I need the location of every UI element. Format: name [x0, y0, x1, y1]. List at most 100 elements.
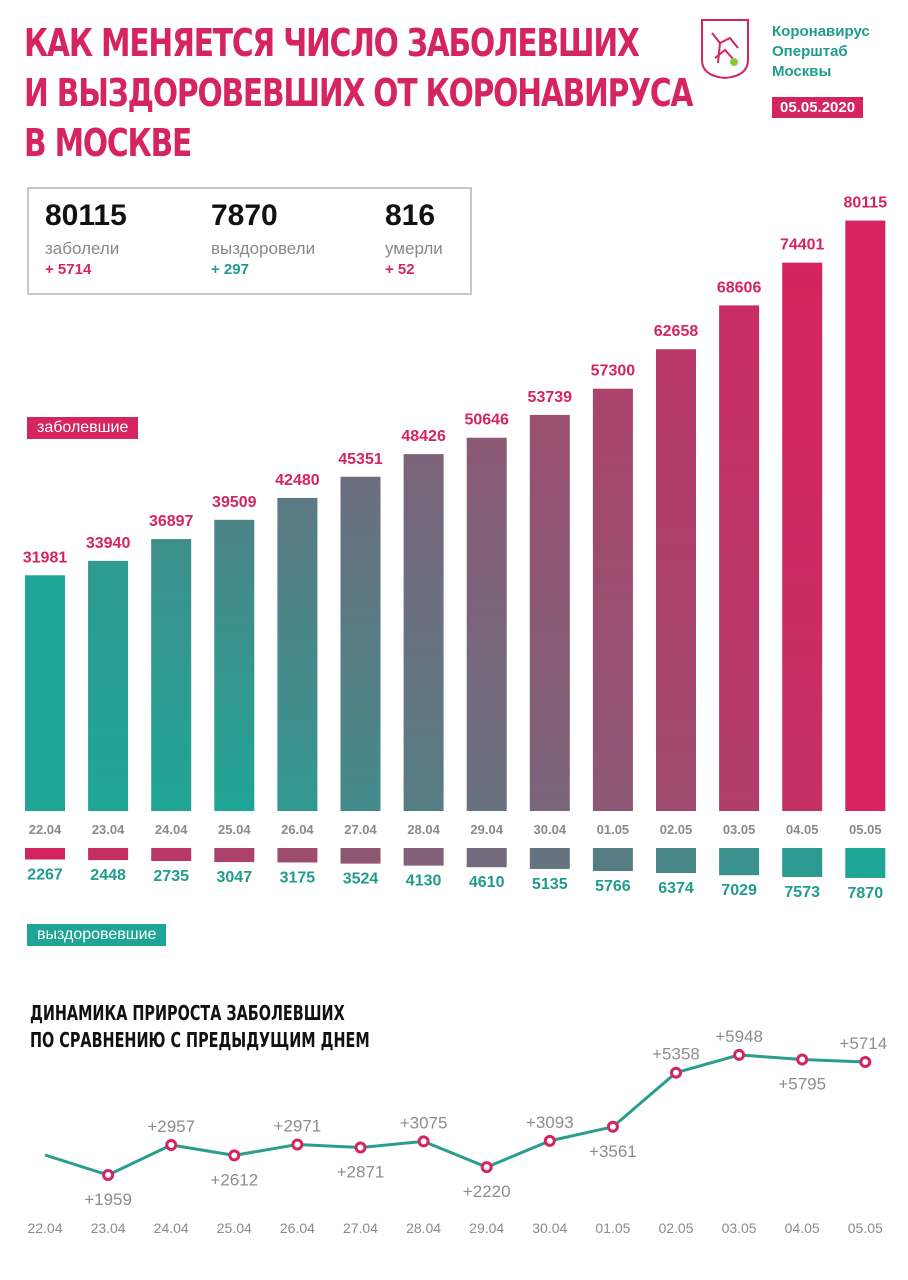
line-point: [291, 1138, 304, 1151]
bar-recovered: [151, 848, 192, 862]
bar-recovered: [782, 848, 823, 877]
bar-recovered: [277, 848, 318, 863]
bar-label-sick: 68606: [717, 279, 762, 296]
stat-delta: + 297: [211, 261, 249, 278]
bar-recovered: [529, 848, 570, 869]
stat-value: 816: [385, 199, 436, 232]
line-point-label: +2871: [337, 1163, 385, 1182]
bar-label-recovered: 2267: [27, 866, 63, 883]
line-point: [480, 1161, 493, 1174]
x-tick-label: 01.05: [597, 822, 630, 837]
moscow-coat-of-arms-icon: [701, 19, 749, 80]
bar-recovered: [25, 848, 65, 860]
org-line: Москвы: [772, 63, 832, 80]
x-tick-label: 30.04: [534, 822, 567, 837]
bar-label-sick: 45351: [338, 451, 383, 468]
title-line: КАК МЕНЯЕТСЯ ЧИСЛО ЗАБОЛЕВШИХ: [24, 21, 640, 65]
line-point-label: +2971: [274, 1117, 322, 1136]
line-point: [165, 1138, 178, 1151]
bar-sick: [845, 220, 886, 812]
x-tick-label: 01.05: [595, 1220, 630, 1236]
x-tick-label: 28.04: [406, 1220, 441, 1236]
stat-value: 80115: [45, 199, 127, 232]
x-tick-label: 05.05: [848, 1220, 883, 1236]
bar-label-sick: 62658: [654, 323, 699, 340]
bar-recovered: [214, 848, 255, 863]
bar-label-recovered: 7870: [848, 885, 884, 902]
bar-sick: [25, 575, 65, 811]
bar-label-recovered: 4610: [469, 874, 505, 891]
bar-label-sick: 53739: [528, 389, 573, 406]
x-tick-label: 02.05: [660, 822, 693, 837]
bar-sick: [340, 476, 381, 811]
bar-label-sick: 31981: [23, 549, 68, 566]
line-point: [859, 1055, 872, 1068]
x-tick-label: 23.04: [92, 822, 125, 837]
x-tick-label: 27.04: [344, 822, 377, 837]
x-tick-label: 25.04: [218, 822, 251, 837]
bar-sick: [403, 454, 444, 811]
stat-cases: 80115 заболели + 5714: [45, 199, 127, 278]
bar-label-recovered: 3524: [343, 871, 379, 888]
bar-sick: [782, 262, 823, 811]
x-tick-label: 04.05: [786, 822, 819, 837]
bar-recovered: [466, 848, 507, 868]
bar-sick: [214, 519, 255, 811]
bar-label-sick: 50646: [464, 412, 509, 429]
stat-label: выздоровели: [211, 239, 316, 258]
line-point: [606, 1120, 619, 1133]
x-tick-label: 26.04: [280, 1220, 315, 1236]
line-point: [417, 1135, 430, 1148]
bar-sick: [656, 349, 696, 811]
bar-recovered: [592, 848, 633, 872]
bar-label-recovered: 5135: [532, 876, 568, 893]
bar-label-recovered: 6374: [658, 880, 694, 897]
line-point-label: +2612: [210, 1170, 258, 1189]
bar-label-recovered: 7029: [721, 882, 757, 899]
bar-sick: [277, 497, 318, 811]
line-point-label: +3093: [526, 1113, 574, 1132]
bar-sick: [719, 305, 760, 811]
x-tick-label: 27.04: [343, 1220, 378, 1236]
stat-deaths: 816 умерли + 52: [385, 199, 443, 278]
x-tick-label: 03.05: [723, 822, 756, 837]
bar-label-recovered: 5766: [595, 878, 631, 895]
line-point-label: +3561: [589, 1142, 637, 1161]
line-point: [102, 1169, 115, 1181]
title-line: В МОСКВЕ: [24, 121, 192, 165]
line-point-label: +5795: [778, 1075, 826, 1094]
x-tick-label: 22.04: [27, 1220, 62, 1236]
bar-label-sick: 39509: [212, 494, 257, 511]
stat-recovered: 7870 выздоровели + 297: [211, 199, 315, 278]
line-point: [228, 1149, 241, 1162]
bar-label-recovered: 2448: [90, 867, 126, 884]
bar-recovered: [656, 848, 696, 874]
x-tick-label: 29.04: [469, 1220, 504, 1236]
bar-label-recovered: 2735: [153, 868, 189, 885]
x-tick-label: 29.04: [470, 822, 503, 837]
stats-box: 80115 заболели + 5714 7870 выздоровели +…: [27, 187, 472, 295]
x-tick-label: 25.04: [217, 1220, 252, 1236]
x-tick-label: 04.05: [785, 1220, 820, 1236]
x-tick-label: 26.04: [281, 822, 314, 837]
stat-value: 7870: [211, 199, 278, 232]
legend-sick: заболевшие: [27, 417, 139, 439]
bar-recovered: [403, 848, 444, 866]
bar-label-sick: 74401: [780, 237, 825, 254]
bar-sick: [466, 437, 507, 811]
line-point-label: +1959: [84, 1190, 132, 1209]
line-point-label: +3075: [400, 1113, 448, 1132]
bar-label-sick: 33940: [86, 535, 131, 552]
bar-label-sick: 57300: [591, 363, 636, 380]
stat-label: заболели: [45, 239, 120, 258]
bar-sick: [592, 388, 633, 811]
stat-delta: + 5714: [45, 261, 92, 278]
x-tick-label: 30.04: [532, 1220, 567, 1236]
line-point-label: +5358: [652, 1045, 700, 1064]
line-point-label: +5948: [715, 1027, 763, 1046]
line-point-label: +2220: [463, 1182, 511, 1201]
x-tick-label: 05.05: [849, 822, 882, 837]
bar-sick: [88, 560, 129, 811]
title-line: ПО СРАВНЕНИЮ С ПРЕДЫДУЩИМ ДНЕМ: [30, 1028, 370, 1052]
